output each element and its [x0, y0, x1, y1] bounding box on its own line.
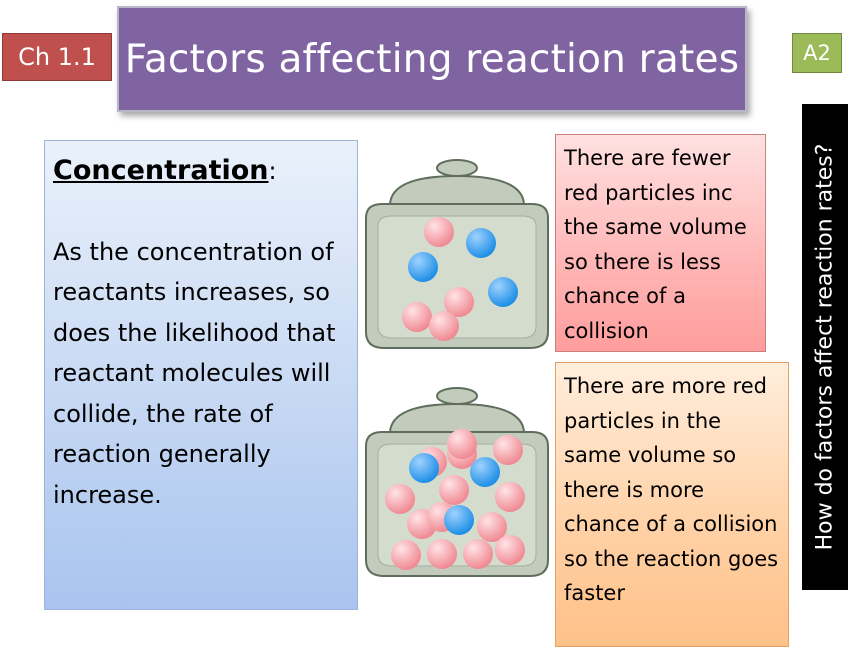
red-particle: [493, 435, 523, 465]
red-particle: [402, 302, 432, 332]
note-high-concentration: There are more red particles in the same…: [555, 362, 789, 647]
side-question-strip: How do factors affect reaction rates?: [802, 104, 848, 590]
red-particle: [447, 429, 477, 459]
jar-lid-knob: [436, 387, 478, 405]
side-question-text: How do factors affect reaction rates?: [812, 143, 838, 551]
jar-lid-knob: [436, 159, 478, 177]
concept-heading: Concentration: [53, 155, 269, 186]
concept-body: As the concentration of reactants increa…: [53, 237, 336, 509]
red-particle: [477, 512, 507, 542]
jar-lid: [388, 174, 526, 205]
red-particle: [424, 217, 454, 247]
concept-heading-line: Concentration:: [53, 151, 349, 192]
concept-box: Concentration: As the concentration of r…: [44, 140, 358, 610]
blue-particle: [488, 277, 518, 307]
page-title: Factors affecting reaction rates: [117, 6, 747, 112]
red-particle: [427, 539, 457, 569]
blue-particle: [444, 505, 474, 535]
red-particle: [495, 535, 525, 565]
jar-lid: [388, 402, 526, 433]
blue-particle: [408, 252, 438, 282]
blue-particle: [470, 457, 500, 487]
blue-particle: [409, 453, 439, 483]
concept-heading-colon: :: [268, 157, 277, 185]
red-particle: [391, 540, 421, 570]
jar-low-concentration: [365, 159, 549, 349]
chapter-badge: Ch 1.1: [2, 33, 112, 81]
jar-high-concentration: [365, 387, 549, 577]
note-low-concentration: There are fewer red particles inc the sa…: [555, 134, 766, 352]
red-particle: [429, 311, 459, 341]
red-particle: [444, 287, 474, 317]
red-particle: [385, 484, 415, 514]
red-particle: [439, 475, 469, 505]
red-particle: [495, 482, 525, 512]
level-badge: A2: [792, 33, 842, 73]
blue-particle: [466, 228, 496, 258]
red-particle: [463, 539, 493, 569]
